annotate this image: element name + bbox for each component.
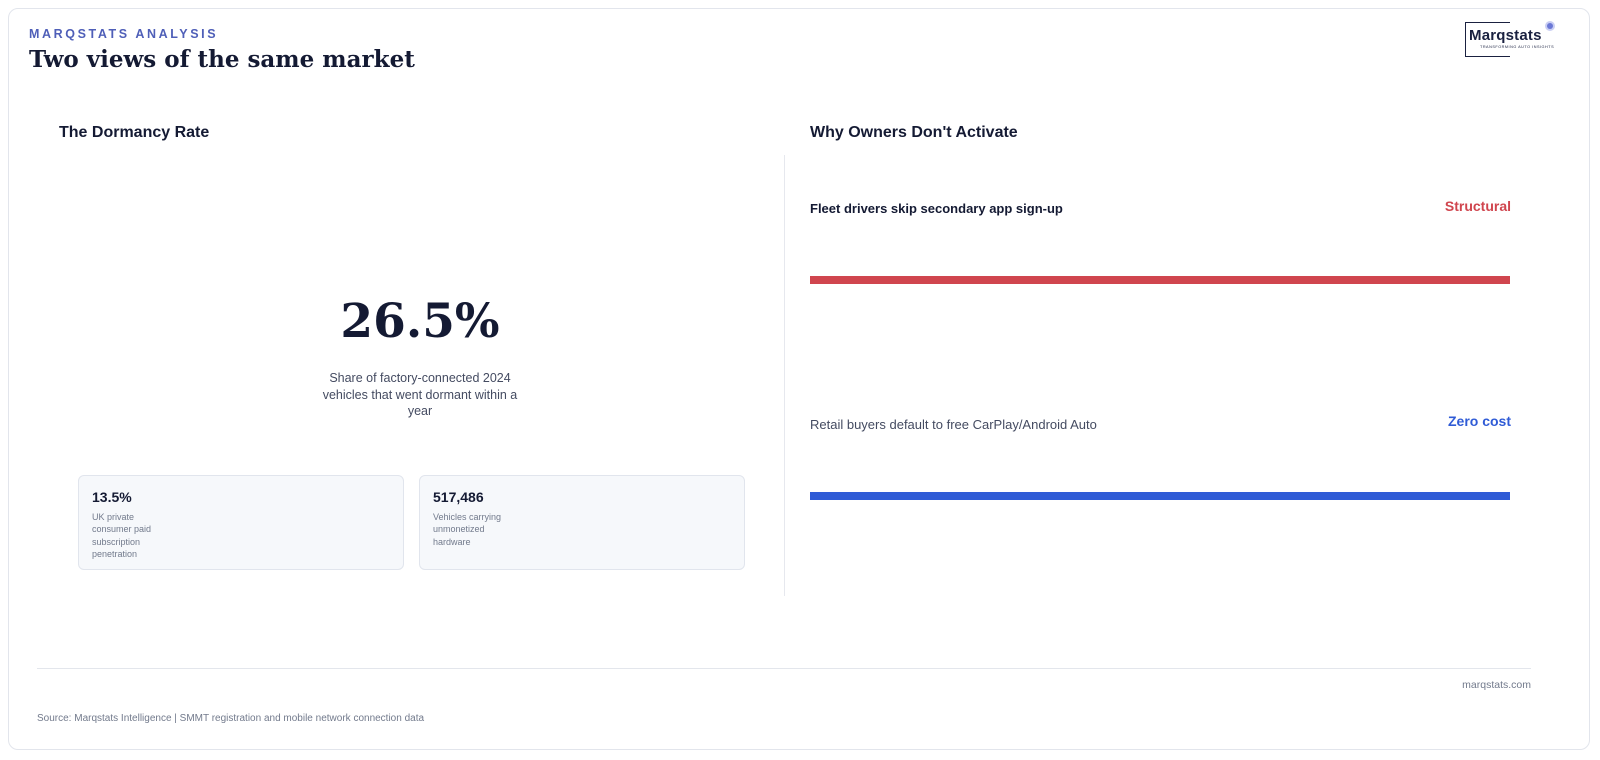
reason-label-retail: Retail buyers default to free CarPlay/An… (810, 417, 1097, 432)
reason-tag-structural: Structural (1444, 198, 1511, 214)
report-card (8, 8, 1590, 750)
dormancy-rate-value: 26.5% (340, 294, 500, 349)
footer-divider (37, 668, 1531, 669)
reason-bar-fleet (810, 276, 1510, 284)
stat-card-subscription: 13.5% UK private consumer paid subscript… (78, 475, 404, 570)
marqstats-logo: Marqstats TRANSFORMING AUTO INSIGHTS (1465, 21, 1555, 59)
logo-frame (1465, 22, 1510, 57)
logo-tagline: TRANSFORMING AUTO INSIGHTS (1480, 45, 1555, 49)
stat-label: Vehicles carrying unmonetized hardware (433, 512, 502, 547)
stat-label: UK private consumer paid subscription pe… (92, 512, 152, 559)
reason-tag-zero-cost: Zero cost (1447, 413, 1511, 429)
eyebrow-label: MARQSTATS ANALYSIS (29, 27, 219, 41)
dormancy-panel-title: The Dormancy Rate (59, 124, 210, 141)
activation-panel-title: Why Owners Don't Activate (810, 124, 1018, 141)
stat-value: 517,486 (433, 489, 484, 505)
logo-dot-icon (1547, 23, 1553, 29)
page-title: Two views of the same market (29, 46, 415, 73)
source-note: Source: Marqstats Intelligence | SMMT re… (37, 713, 425, 724)
logo-wordmark: Marqstats (1468, 27, 1543, 44)
dormancy-rate-description: Share of factory-connected 2024 vehicles… (322, 371, 518, 418)
site-url: marqstats.com (1462, 679, 1531, 691)
reason-label-fleet: Fleet drivers skip secondary app sign-up (810, 201, 1063, 216)
stat-card-unmonetized: 517,486 Vehicles carrying unmonetized ha… (419, 475, 745, 570)
stat-value: 13.5% (92, 489, 132, 505)
panel-divider (784, 155, 785, 596)
reason-bar-retail (810, 492, 1510, 500)
